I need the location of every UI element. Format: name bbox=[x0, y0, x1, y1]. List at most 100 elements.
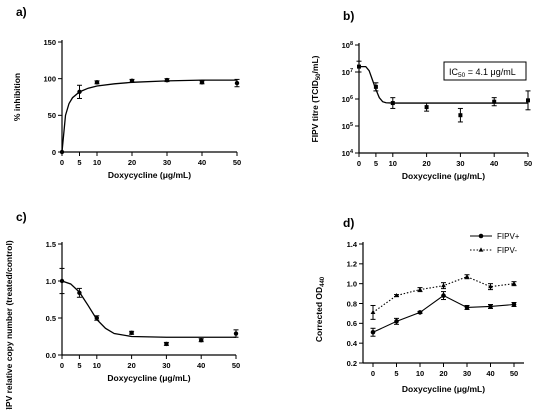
data-point-circle bbox=[394, 319, 399, 324]
y-axis-title: FIPV titre (TCID50/mL) bbox=[310, 55, 322, 142]
y-tick-label: 1.0 bbox=[46, 277, 56, 286]
y-tick-base: 10 bbox=[342, 68, 350, 77]
legend-marker-circle bbox=[478, 233, 484, 239]
y-tick-label: 108 bbox=[342, 41, 353, 50]
data-point bbox=[129, 78, 135, 84]
data-point bbox=[164, 77, 170, 83]
y-tick-label: 0.6 bbox=[347, 319, 357, 328]
x-axis-title: Doxycycline (μg/mL) bbox=[107, 373, 190, 383]
data-point bbox=[424, 105, 429, 110]
x-tick-label: 10 bbox=[93, 158, 101, 167]
data-point bbox=[390, 101, 395, 106]
data-point-circle bbox=[441, 293, 446, 298]
data-point bbox=[458, 113, 463, 118]
chart-panel-a: a) 0 50 100 150 0 5 10 20 30 40 50 Doxycycline (μg/m… bbox=[12, 5, 241, 180]
data-point bbox=[164, 341, 169, 347]
x-tick-label: 0 bbox=[60, 158, 64, 167]
y-tick-label: 150 bbox=[43, 38, 56, 47]
panel-label: b) bbox=[343, 9, 354, 23]
data-point bbox=[94, 315, 100, 321]
x-tick-label: 40 bbox=[198, 158, 206, 167]
series-line-1 bbox=[372, 294, 515, 333]
data-point-triangle bbox=[441, 283, 446, 288]
y-axis-title-tail: /mL) bbox=[310, 55, 320, 73]
x-tick-label: 20 bbox=[439, 369, 447, 378]
y-tick-label: 0 bbox=[52, 148, 56, 157]
data-point-triangle bbox=[394, 292, 399, 298]
data-point bbox=[199, 80, 205, 85]
x-tick-label: 50 bbox=[232, 361, 240, 370]
x-tick-label: 10 bbox=[416, 369, 424, 378]
y-tick-exponent: 8 bbox=[350, 41, 353, 47]
x-tick-label: 30 bbox=[163, 158, 171, 167]
data-point bbox=[373, 84, 378, 89]
x-axis-title: Doxycycline (μg/mL) bbox=[108, 170, 191, 180]
y-axis-title-main: FIPV titre (TCID bbox=[310, 80, 320, 142]
x-tick-label: 5 bbox=[394, 369, 398, 378]
y-tick-exponent: 6 bbox=[350, 95, 353, 101]
data-point-triangle bbox=[370, 309, 376, 315]
y-tick-label: 106 bbox=[342, 95, 353, 104]
data-point bbox=[199, 338, 204, 343]
x-tick-label: 50 bbox=[233, 158, 241, 167]
y-axis-title: Corrected OD440 bbox=[314, 276, 326, 342]
annotation-box bbox=[443, 61, 527, 81]
x-tick-label: 10 bbox=[93, 361, 101, 370]
chart-panel-c: c) 0.0 0.5 1.0 1.5 0 5 10 20 30 40 50 Doxycycline (μ… bbox=[4, 210, 240, 410]
y-axis-title: % inhibition bbox=[12, 73, 22, 121]
ic50-label: IC bbox=[449, 67, 459, 77]
data-point bbox=[233, 331, 239, 336]
x-tick-label: 50 bbox=[524, 159, 532, 168]
y-axis-title: FIPV relative copy number (treated/contr… bbox=[4, 240, 14, 410]
data-point bbox=[129, 330, 134, 335]
x-tick-label: 0 bbox=[371, 369, 375, 378]
data-point bbox=[77, 89, 82, 95]
data-point bbox=[526, 98, 530, 103]
y-tick-base: 10 bbox=[342, 122, 350, 131]
y-tick-exponent: 4 bbox=[350, 149, 354, 155]
y-tick-label: 0.0 bbox=[46, 351, 56, 360]
y-tick-label: 0.4 bbox=[347, 339, 358, 348]
y-tick-exponent: 5 bbox=[350, 122, 353, 128]
legend-label: FIPV- bbox=[497, 246, 517, 255]
x-axis-title: Doxycycline (μg/mL) bbox=[402, 171, 485, 181]
panel-label: c) bbox=[16, 210, 27, 224]
y-tick-label: 1.5 bbox=[46, 240, 56, 249]
ic50-subscript: 50 bbox=[458, 72, 466, 79]
ic50-value: = 4.1 μg/mL bbox=[465, 67, 515, 77]
x-tick-label: 30 bbox=[463, 369, 471, 378]
legend-label: FIPV+ bbox=[497, 232, 520, 241]
panel-label: a) bbox=[16, 5, 27, 19]
legend: FIPV+ FIPV- bbox=[470, 232, 520, 255]
x-tick-label: 40 bbox=[197, 361, 205, 370]
y-tick-label: 1.0 bbox=[347, 279, 357, 288]
data-point-triangle bbox=[417, 287, 423, 292]
x-tick-label: 20 bbox=[422, 159, 430, 168]
y-tick-label: 0.8 bbox=[347, 299, 357, 308]
y-tick-base: 10 bbox=[342, 41, 350, 50]
data-point bbox=[357, 64, 361, 69]
y-tick-label: 1.4 bbox=[347, 240, 358, 249]
x-tick-label: 5 bbox=[77, 158, 81, 167]
data-point-triangle bbox=[511, 281, 517, 286]
y-tick-label: 0.5 bbox=[46, 314, 56, 323]
x-tick-label: 40 bbox=[490, 159, 498, 168]
y-tick-label: 100 bbox=[43, 74, 56, 83]
y-tick-exponent: 7 bbox=[350, 68, 353, 74]
x-tick-label: 0 bbox=[357, 159, 361, 168]
y-tick-label: 104 bbox=[342, 149, 354, 158]
legend-marker-triangle bbox=[478, 247, 484, 252]
data-point-circle bbox=[370, 329, 376, 335]
x-tick-label: 5 bbox=[374, 159, 378, 168]
y-tick-label: 50 bbox=[48, 111, 56, 120]
data-point-triangle bbox=[488, 284, 493, 289]
x-tick-label: 10 bbox=[389, 159, 397, 168]
chart-panel-d: d) 0.2 0.4 0.6 0.8 1.0 1.2 1.4 0 5 10 20 30 40 50 Doxyc… bbox=[314, 216, 524, 394]
y-tick-label: 107 bbox=[342, 68, 353, 77]
data-point-circle bbox=[511, 302, 517, 307]
ic50-annotation: IC50 = 4.1 μg/mL bbox=[449, 67, 516, 79]
data-point-triangle bbox=[464, 274, 470, 279]
x-tick-label: 0 bbox=[60, 361, 64, 370]
